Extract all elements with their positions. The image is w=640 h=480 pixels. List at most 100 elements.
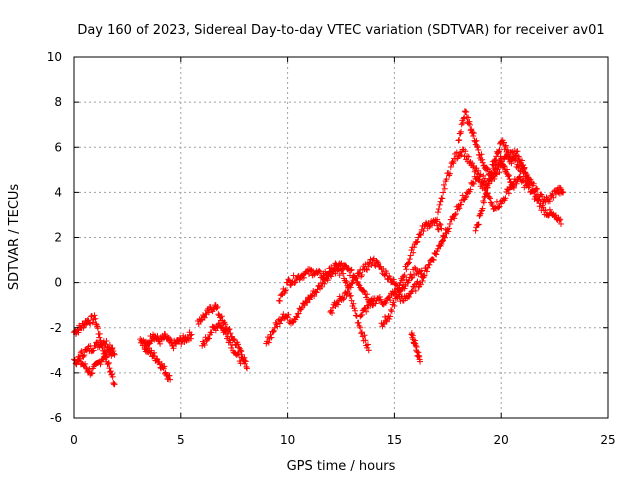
data-point-track-g: [200, 340, 207, 347]
data-point-track-l: [383, 318, 390, 325]
data-point-track-h: [340, 270, 347, 277]
data-point-track-h: [303, 299, 310, 306]
data-point-track-o: [462, 194, 469, 201]
data-point-track-k: [358, 311, 365, 318]
data-point-track-p: [514, 148, 521, 155]
data-point-track-a: [111, 381, 118, 388]
data-point-track-q: [506, 176, 513, 183]
data-point-track-f: [195, 321, 202, 328]
data-point-track-o: [440, 233, 447, 240]
data-point-track-a: [92, 315, 99, 322]
data-point-track-q: [498, 158, 505, 165]
data-point-track-c: [76, 355, 83, 362]
data-point-track-l: [410, 249, 417, 256]
data-point-track-h: [304, 299, 311, 306]
data-point-track-g: [237, 360, 244, 367]
data-point-track-n: [441, 185, 448, 192]
data-point-track-h: [270, 328, 277, 335]
data-point-track-e: [153, 355, 160, 362]
data-point-track-o: [463, 193, 470, 200]
data-point-track-p: [521, 164, 528, 171]
data-point-track-f: [243, 363, 250, 370]
data-point-track-o: [534, 196, 541, 203]
data-point-track-f: [222, 321, 229, 328]
data-point-track-j: [418, 267, 425, 274]
data-point-track-f: [244, 365, 251, 372]
data-point-track-p: [520, 165, 527, 172]
data-point-track-n: [539, 193, 546, 200]
data-point-track-n: [475, 167, 482, 174]
data-point-track-f: [237, 347, 244, 354]
data-point-track-j: [362, 261, 369, 268]
data-point-track-h: [336, 272, 343, 279]
data-point-track-n: [470, 164, 477, 171]
data-point-track-l: [414, 238, 421, 245]
data-point-track-q: [489, 174, 496, 181]
data-point-track-h: [267, 331, 274, 338]
data-point-track-e: [161, 363, 168, 370]
data-point-track-q: [488, 170, 495, 177]
data-point-track-i: [347, 267, 354, 274]
data-point-track-a: [107, 368, 114, 375]
data-point-track-p: [473, 137, 480, 144]
data-point-track-i: [300, 274, 307, 281]
data-point-track-q: [510, 182, 517, 189]
x-tick-label: 20: [494, 433, 509, 447]
data-point-track-l: [436, 220, 443, 227]
data-point-track-i: [361, 288, 368, 295]
data-point-track-p: [489, 161, 496, 168]
data-point-track-q: [494, 166, 501, 173]
data-point-track-q: [483, 189, 490, 196]
y-tick-label: 8: [54, 95, 62, 109]
data-point-track-h: [348, 297, 355, 304]
data-point-track-q: [498, 155, 505, 162]
x-tick-label: 5: [177, 433, 185, 447]
data-point-track-l: [399, 277, 406, 284]
data-point-track-b: [86, 366, 93, 373]
y-tick-label: 10: [47, 50, 62, 64]
data-point-track-d: [148, 338, 155, 345]
x-tick-label: 25: [600, 433, 615, 447]
data-point-track-h: [358, 329, 365, 336]
data-point-track-a: [106, 365, 113, 372]
data-point-track-o: [439, 238, 446, 245]
data-point-track-h: [351, 305, 358, 312]
data-point-track-p: [515, 153, 522, 160]
data-point-track-j: [353, 275, 360, 282]
data-point-track-k: [412, 287, 419, 294]
data-point-track-g: [205, 335, 212, 342]
data-point-track-j: [383, 270, 390, 277]
data-point-track-h: [350, 300, 357, 307]
data-point-track-p: [502, 143, 509, 150]
data-point-track-p: [472, 138, 479, 145]
data-point-track-q: [482, 191, 489, 198]
data-point-track-h: [342, 279, 349, 286]
data-point-track-j: [390, 276, 397, 283]
data-point-track-d: [154, 333, 161, 340]
data-point-track-i: [329, 267, 336, 274]
data-point-track-q: [486, 180, 493, 187]
data-point-track-i: [328, 264, 335, 271]
data-point-track-j: [340, 295, 347, 302]
data-point-track-a: [81, 322, 88, 329]
data-point-track-o: [504, 186, 511, 193]
data-point-track-a: [109, 370, 116, 377]
data-point-track-o: [546, 206, 553, 213]
data-point-track-k: [376, 293, 383, 300]
data-point-track-p: [512, 152, 519, 159]
data-point-track-i: [282, 287, 289, 294]
data-point-track-e: [151, 349, 158, 356]
data-point-track-o: [438, 239, 445, 246]
data-point-track-d: [167, 336, 174, 343]
data-point-track-a: [87, 320, 94, 327]
data-point-track-j: [340, 296, 347, 303]
data-point-track-i: [305, 271, 312, 278]
data-point-track-j: [393, 280, 400, 287]
data-point-track-n: [450, 160, 457, 167]
data-point-track-p: [461, 108, 468, 115]
data-point-track-n: [477, 171, 484, 178]
data-point-track-n: [434, 209, 441, 216]
data-point-track-l: [406, 256, 413, 263]
data-point-track-n: [447, 163, 454, 170]
data-point-track-c: [78, 348, 85, 355]
